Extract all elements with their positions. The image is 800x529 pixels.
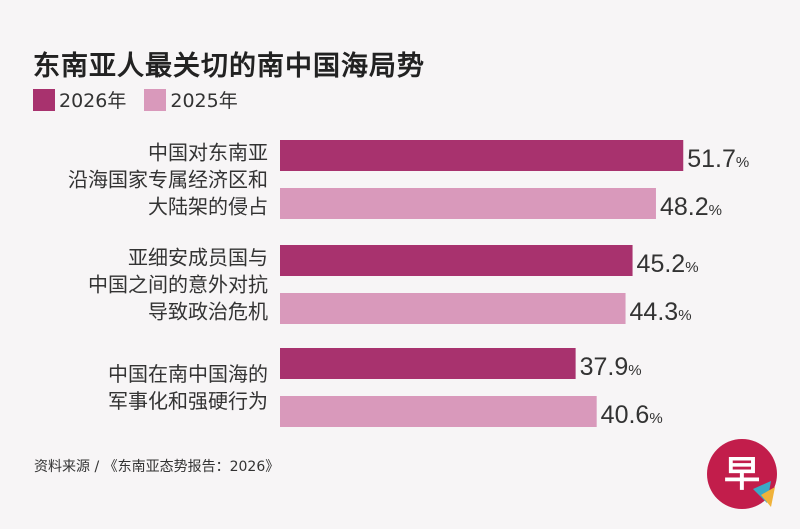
legend-swatch-2026	[33, 88, 55, 111]
category-label: 亚细安成员国与	[128, 246, 268, 270]
bar-2026-2	[280, 348, 576, 379]
data-label: 37.9%	[580, 353, 642, 381]
bar-2026-1	[280, 245, 633, 276]
data-label: 45.2%	[637, 250, 699, 278]
bar-2026-0	[280, 140, 684, 171]
data-label: 48.2%	[660, 193, 722, 221]
bar-2025-0	[280, 188, 656, 219]
logo-glyph: 早	[724, 454, 760, 495]
category-label: 沿海国家专属经济区和	[68, 168, 268, 192]
bar-2025-1	[280, 293, 626, 324]
data-label: 44.3%	[630, 298, 692, 326]
legend-item-2026: 2026年	[33, 86, 126, 113]
data-label: 51.7%	[687, 145, 749, 173]
chart-title: 东南亚人最关切的南中国海局势	[33, 51, 425, 82]
category-label: 军事化和强硬行为	[108, 389, 268, 413]
bar-2025-2	[280, 396, 597, 427]
source-note: 资料来源 / 《东南亚态势报告：2026》	[34, 459, 280, 475]
category-label: 大陆架的侵占	[148, 195, 268, 219]
category-label: 中国之间的意外对抗	[88, 273, 268, 297]
legend-label-2026: 2026年	[59, 90, 127, 112]
category-label: 导致政治危机	[148, 300, 268, 324]
legend-label-2025: 2025年	[170, 90, 238, 112]
data-label: 40.6%	[601, 401, 663, 429]
legend-swatch-2025	[144, 88, 167, 111]
legend: 2026年 2025年	[33, 86, 238, 113]
category-label: 中国对东南亚	[148, 141, 268, 165]
category-label: 中国在南中国海的	[108, 362, 268, 386]
zaobao-logo-icon: 早	[707, 439, 777, 509]
legend-item-2025: 2025年	[144, 86, 238, 113]
